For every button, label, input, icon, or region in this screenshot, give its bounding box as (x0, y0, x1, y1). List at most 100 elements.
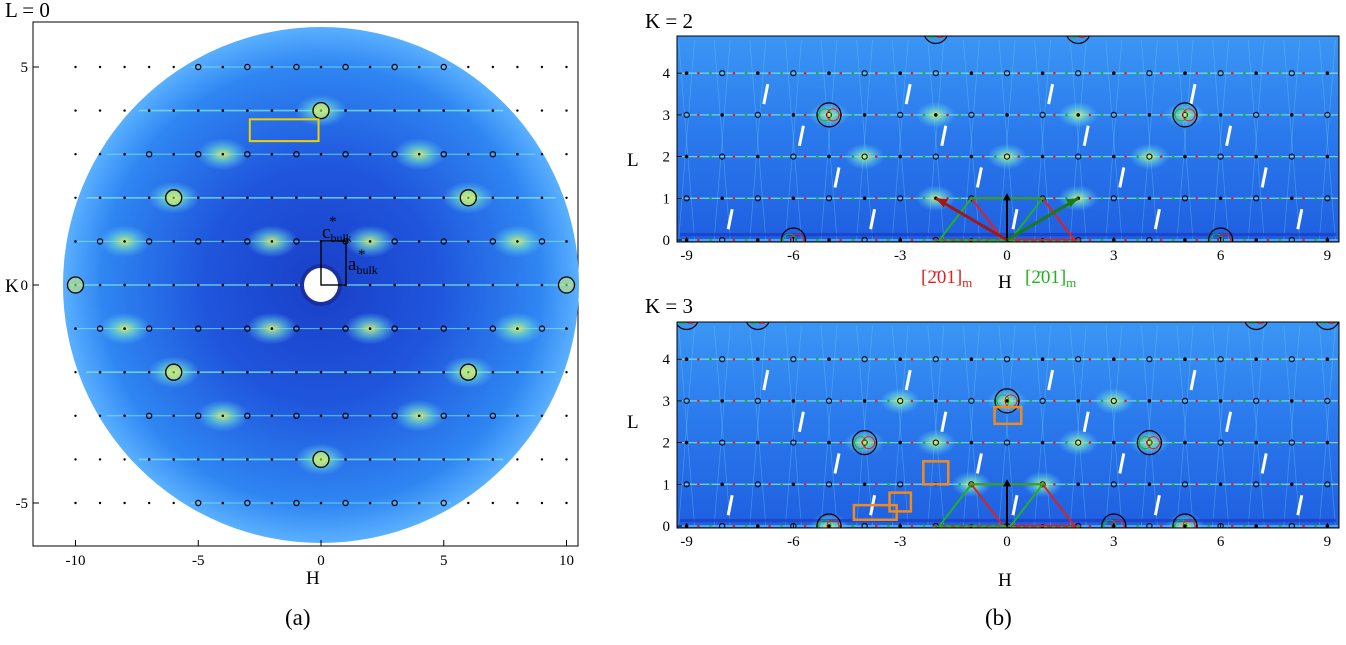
x-tick-label: 10 (559, 553, 574, 569)
lattice-point (932, 70, 939, 77)
bragg-point (342, 499, 349, 507)
lattice-point (516, 65, 519, 69)
twin-point-green (1207, 155, 1211, 158)
twin-point-red (839, 71, 843, 75)
lattice-point (754, 397, 761, 404)
twin-point-green (922, 399, 926, 403)
lattice-point (123, 65, 126, 69)
lattice-point (74, 153, 77, 156)
diffuse-streak (1283, 325, 1301, 527)
reciprocal-cell: cbulk * abulk * (320, 214, 378, 286)
twin-point-red (1017, 441, 1021, 444)
twin-point-green (1243, 399, 1246, 403)
twin-point-green (993, 357, 997, 361)
gap-streak (762, 369, 770, 391)
bragg-point (391, 238, 398, 245)
lattice-point (1040, 154, 1045, 159)
gap-streak (940, 125, 948, 147)
lattice-point (467, 109, 470, 112)
twin-point-green (851, 71, 855, 75)
twin-point-green (851, 483, 855, 486)
lattice-point (754, 195, 761, 202)
diffuse-streak (1176, 325, 1194, 527)
twin-point-green (674, 441, 677, 444)
diffuse-streak (785, 39, 802, 241)
twin-point-green (674, 239, 677, 242)
bragg-point (145, 325, 153, 332)
twin-point-green (1136, 399, 1139, 403)
twin-ring-green (1138, 436, 1152, 450)
twin-point-green (1171, 197, 1175, 200)
bragg-point (195, 499, 202, 507)
lattice-point (1146, 522, 1153, 528)
lattice-point (123, 196, 126, 200)
twin-point-green (958, 483, 961, 486)
twin-point-green (887, 113, 890, 117)
lattice-point (417, 196, 421, 200)
twin-point-green (1136, 357, 1139, 361)
twin-point-red (1088, 357, 1092, 361)
lattice-point (417, 501, 421, 505)
orange-box (888, 491, 913, 513)
twin-ring-green (1318, 322, 1329, 324)
diffuse-streak (820, 325, 838, 527)
bragg-point (244, 63, 251, 71)
lattice-point (98, 283, 102, 287)
twin-point-red (1088, 483, 1092, 486)
lattice-point (1147, 482, 1152, 487)
lattice-point (756, 71, 760, 75)
lattice-point (196, 196, 200, 200)
lattice-point (1110, 111, 1117, 119)
twin-point-red (839, 357, 843, 361)
lattice-point (123, 370, 126, 374)
twin-point-red (768, 441, 771, 444)
lattice-point (540, 153, 544, 156)
lattice-point (754, 111, 761, 119)
lattice-point (897, 397, 904, 404)
bragg-point (145, 238, 153, 245)
twin-point-green (674, 114, 677, 117)
lattice-point (754, 481, 761, 488)
diffuse-streak (820, 325, 838, 527)
lattice-point (270, 283, 274, 287)
lattice-point (344, 109, 347, 112)
bragg-ring (1244, 322, 1268, 331)
twin-ring-green (1069, 36, 1079, 38)
twin-point-red (732, 483, 736, 486)
lattice-point (861, 70, 868, 77)
lattice-point (1217, 153, 1224, 160)
twin-point-green (1029, 357, 1033, 361)
bragg-ring (165, 189, 183, 207)
panel-b-top-title: K = 2 (645, 9, 693, 33)
lattice-point (1183, 71, 1187, 75)
lattice-point (516, 414, 519, 418)
diffuse-streak (749, 325, 767, 527)
lattice-point (756, 154, 760, 159)
twin-point-red (1302, 483, 1305, 486)
twin-point-green (1065, 441, 1068, 444)
twin-point-red (1124, 238, 1127, 242)
twin-point-green (815, 197, 819, 200)
twin-point-red (1159, 155, 1163, 158)
twin-point-red (697, 399, 700, 403)
lattice-point (196, 458, 200, 461)
lattice-point (861, 236, 868, 242)
gap-streak (1047, 369, 1055, 391)
diffuse-streak (1141, 325, 1158, 527)
diffuse-streak (1141, 39, 1158, 241)
twin-point-red (732, 155, 736, 158)
lattice-point (196, 283, 200, 287)
twin-point-green (815, 441, 819, 444)
lattice-point (1003, 153, 1011, 160)
twin-point-green (1278, 399, 1282, 403)
twin-point-red (910, 155, 914, 158)
twin-point-green (851, 155, 855, 158)
panel-b-top-points (674, 36, 1339, 242)
lattice-point (516, 327, 519, 330)
twin-point-green (993, 113, 997, 117)
twin-ring-green (1247, 322, 1257, 324)
lattice-point (1324, 481, 1331, 488)
diffuse-streak (713, 39, 731, 241)
glow-spot (809, 101, 849, 128)
